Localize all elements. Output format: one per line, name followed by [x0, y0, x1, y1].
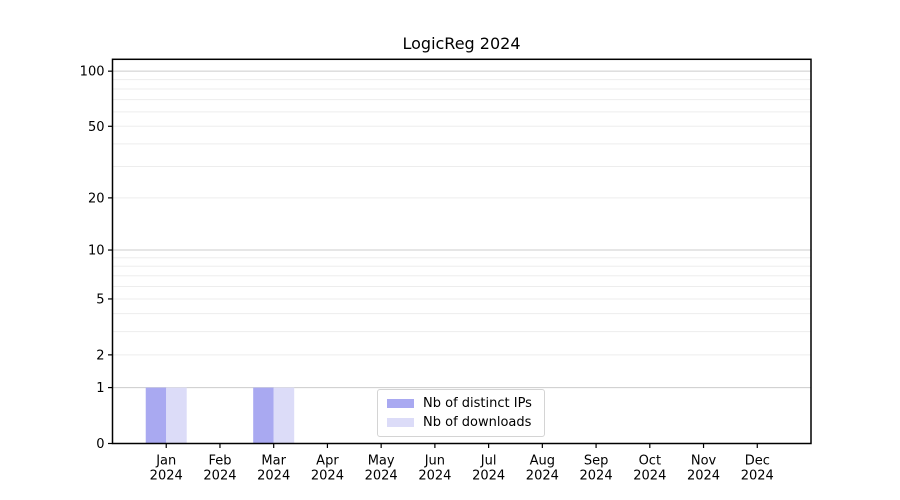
x-tick-label-year: 2024: [633, 469, 666, 484]
y-tick-label: 0: [96, 437, 104, 452]
x-tick-label-month: Aug: [530, 454, 555, 469]
x-tick-label-month: Apr: [316, 454, 339, 469]
y-tick-label: 100: [80, 65, 105, 80]
x-tick-label-year: 2024: [257, 469, 290, 484]
x-tick-label-year: 2024: [311, 469, 344, 484]
x-tick-label-year: 2024: [687, 469, 720, 484]
x-tick-label-year: 2024: [418, 469, 451, 484]
legend-entry: Nb of downloads: [387, 415, 535, 430]
x-tick-label-year: 2024: [741, 469, 774, 484]
x-tick-label-year: 2024: [150, 469, 183, 484]
x-tick-label-month: Sep: [584, 454, 609, 469]
y-tick-label: 50: [88, 120, 105, 135]
x-tick-label-year: 2024: [472, 469, 505, 484]
x-tick-label-year: 2024: [526, 469, 559, 484]
x-tick-label-year: 2024: [580, 469, 613, 484]
x-tick-label-month: May: [368, 454, 395, 469]
x-tick-label-month: Jun: [424, 454, 445, 469]
y-tick-label: 1: [96, 381, 104, 396]
legend-label: Nb of distinct IPs: [423, 396, 532, 411]
plot-spines: [111, 58, 812, 445]
y-tick-label: 10: [88, 244, 105, 259]
x-tick-label-month: Jan: [155, 454, 176, 469]
x-tick-label-month: Nov: [691, 454, 717, 469]
legend-swatch: [387, 418, 414, 427]
x-tick-label-month: Dec: [745, 454, 770, 469]
legend: Nb of distinct IPs Nb of downloads: [377, 389, 545, 437]
y-tick-label: 2: [96, 348, 104, 363]
x-tick-label-year: 2024: [365, 469, 398, 484]
legend-label: Nb of downloads: [423, 415, 532, 430]
legend-entry: Nb of distinct IPs: [387, 396, 535, 411]
x-tick-label-month: Oct: [639, 454, 661, 469]
bar-downloads: [166, 387, 187, 444]
bar-distinct-ips: [145, 387, 167, 444]
x-tick-label-year: 2024: [203, 469, 236, 484]
y-tick-label: 5: [96, 292, 104, 307]
bar-downloads: [273, 387, 295, 444]
x-tick-label-month: Feb: [208, 454, 231, 469]
chart-title: LogicReg 2024: [402, 34, 521, 53]
x-tick-label-month: Jul: [480, 454, 497, 469]
x-tick-label-month: Mar: [261, 454, 286, 469]
legend-swatch: [387, 399, 414, 408]
bar-distinct-ips: [253, 387, 274, 444]
y-tick-label: 20: [88, 191, 105, 206]
